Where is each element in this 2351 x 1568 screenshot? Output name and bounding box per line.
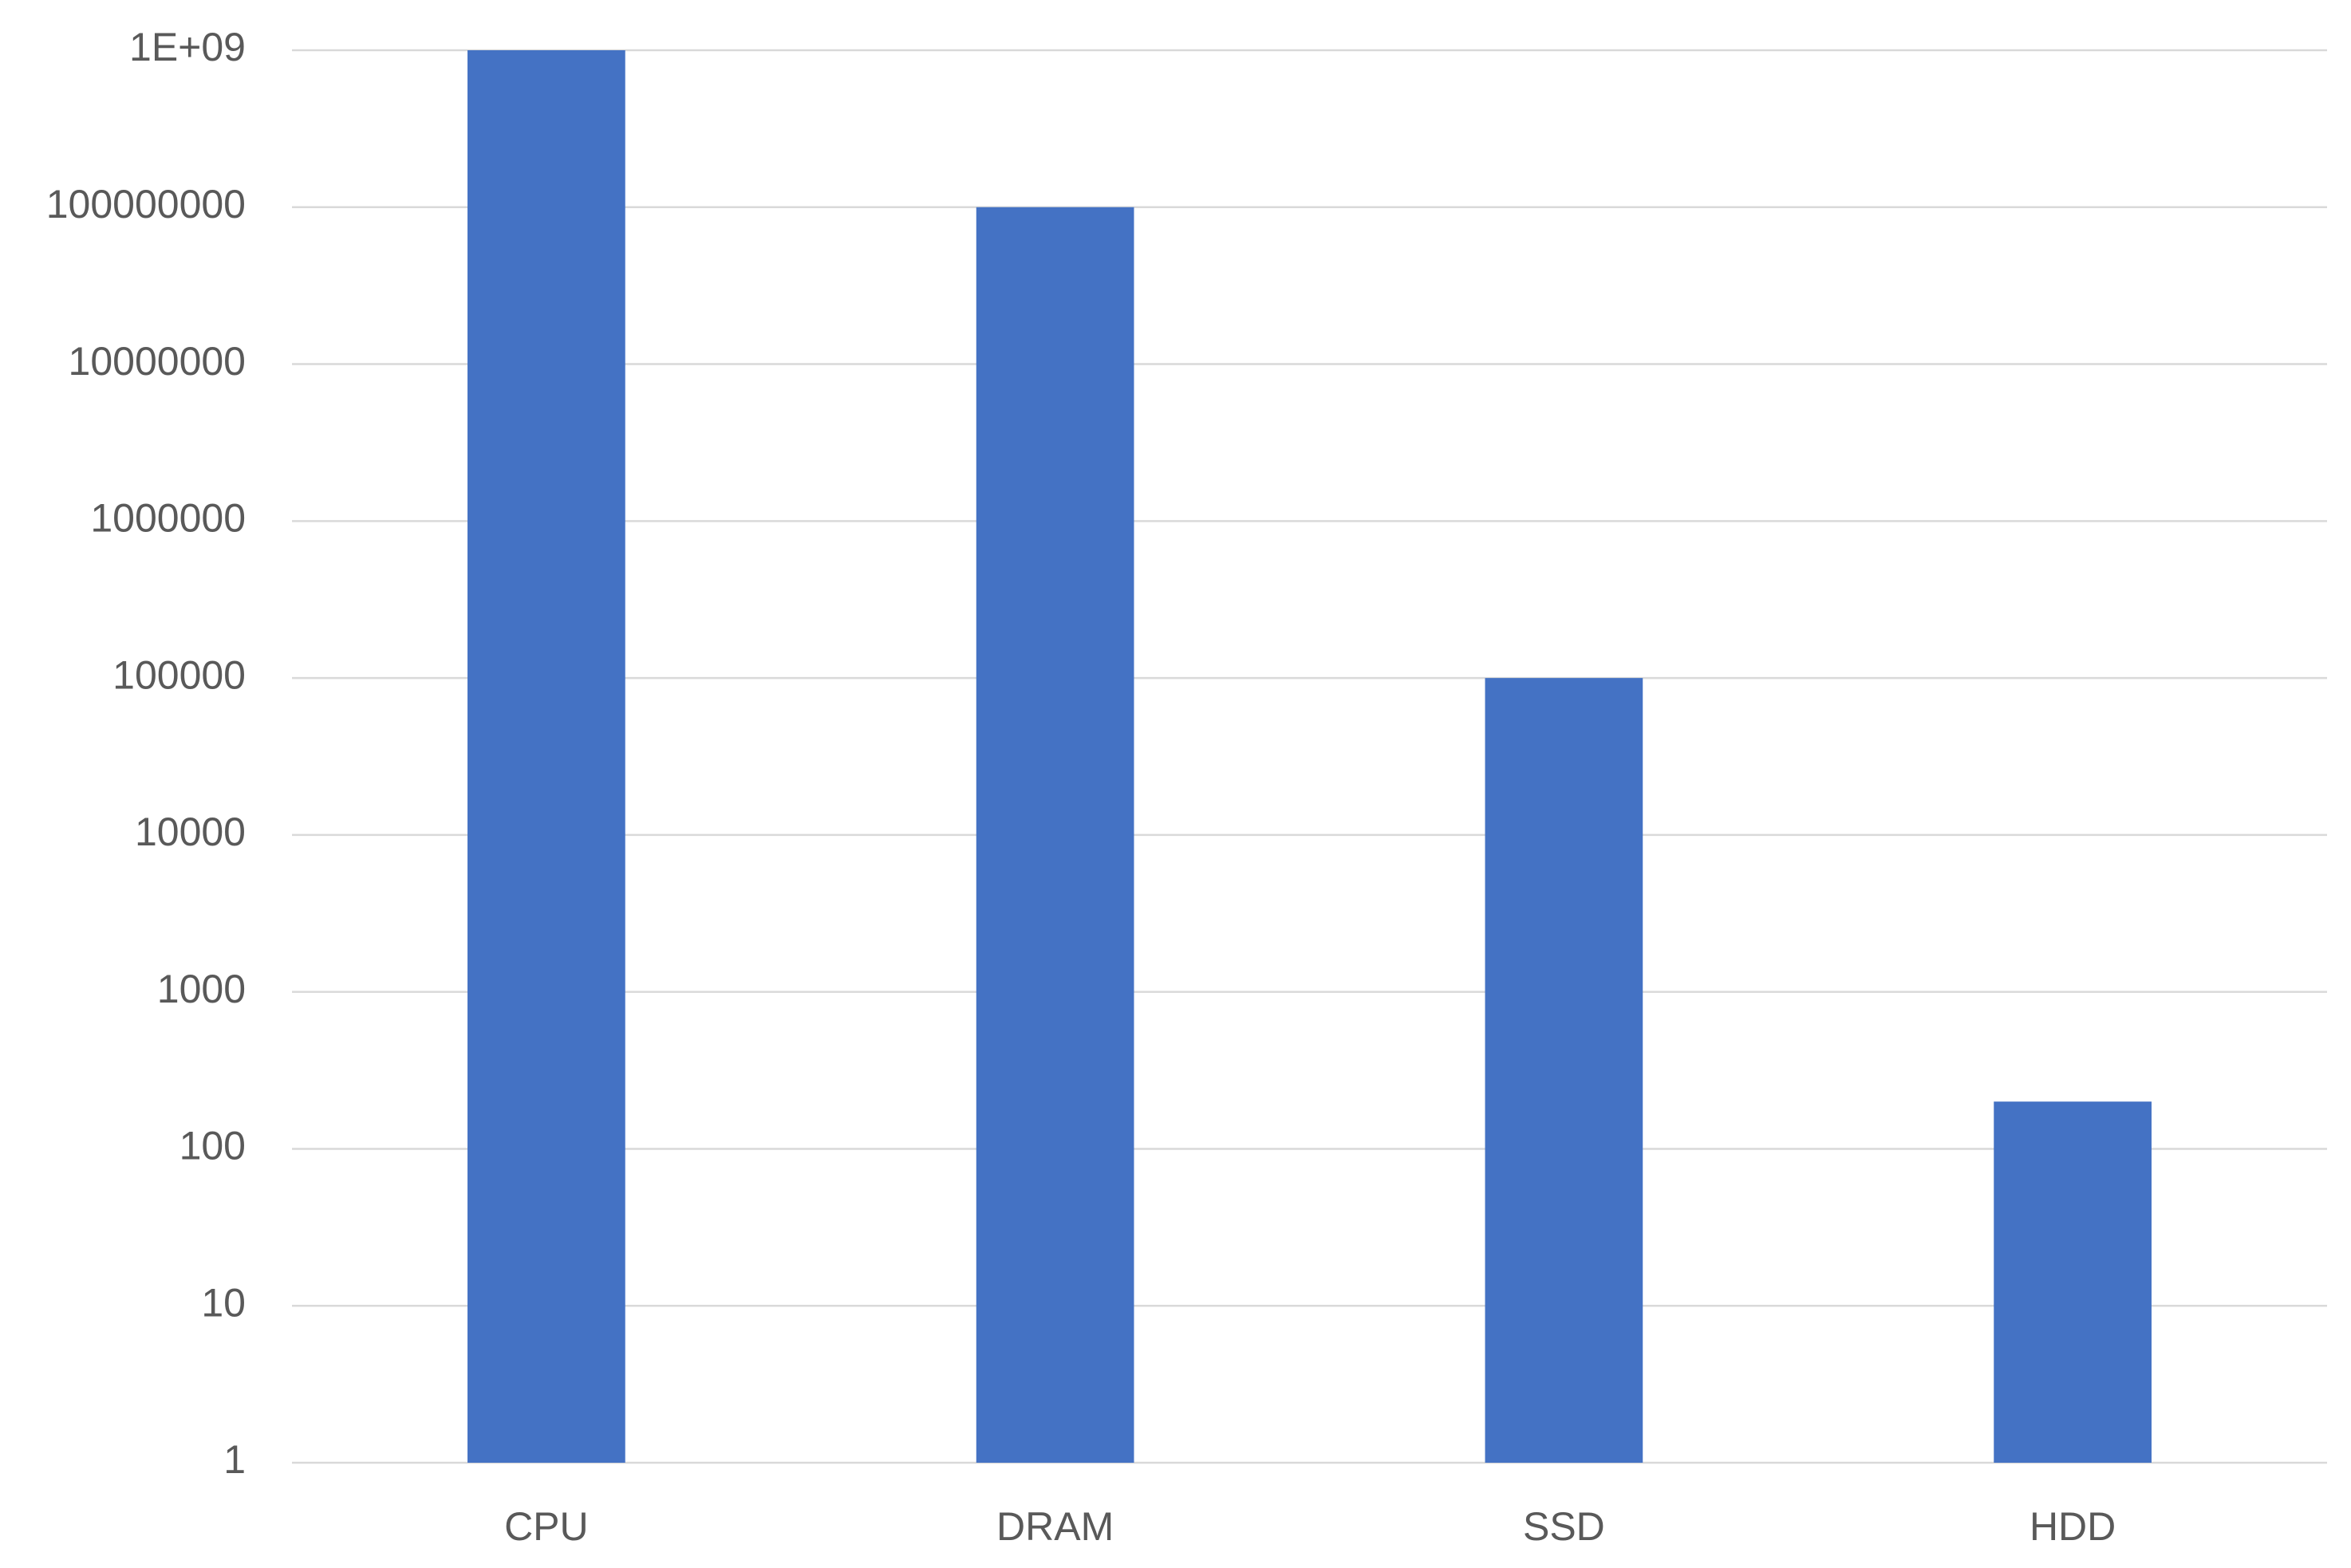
x-tick-label: HDD [2030,1504,2116,1549]
y-tick-label: 10 [201,1280,246,1325]
x-tick-label: CPU [504,1504,589,1549]
y-tick-label: 100 [179,1124,246,1168]
bar [467,50,625,1463]
y-tick-label: 1000000 [90,496,246,541]
y-tick-label: 100000000 [46,182,246,227]
bar [1994,1101,2152,1463]
y-tick-label: 1 [223,1437,246,1482]
bar [1485,678,1643,1463]
x-tick-label: DRAM [996,1504,1114,1549]
y-tick-label: 1000 [157,967,246,1011]
y-tick-label: 10000000 [69,339,246,384]
y-tick-label: 10000 [135,810,246,854]
bar [976,207,1134,1463]
x-tick-label: SSD [1523,1504,1605,1549]
y-tick-label: 100000 [112,652,246,697]
y-tick-label: 1E+09 [129,25,246,69]
